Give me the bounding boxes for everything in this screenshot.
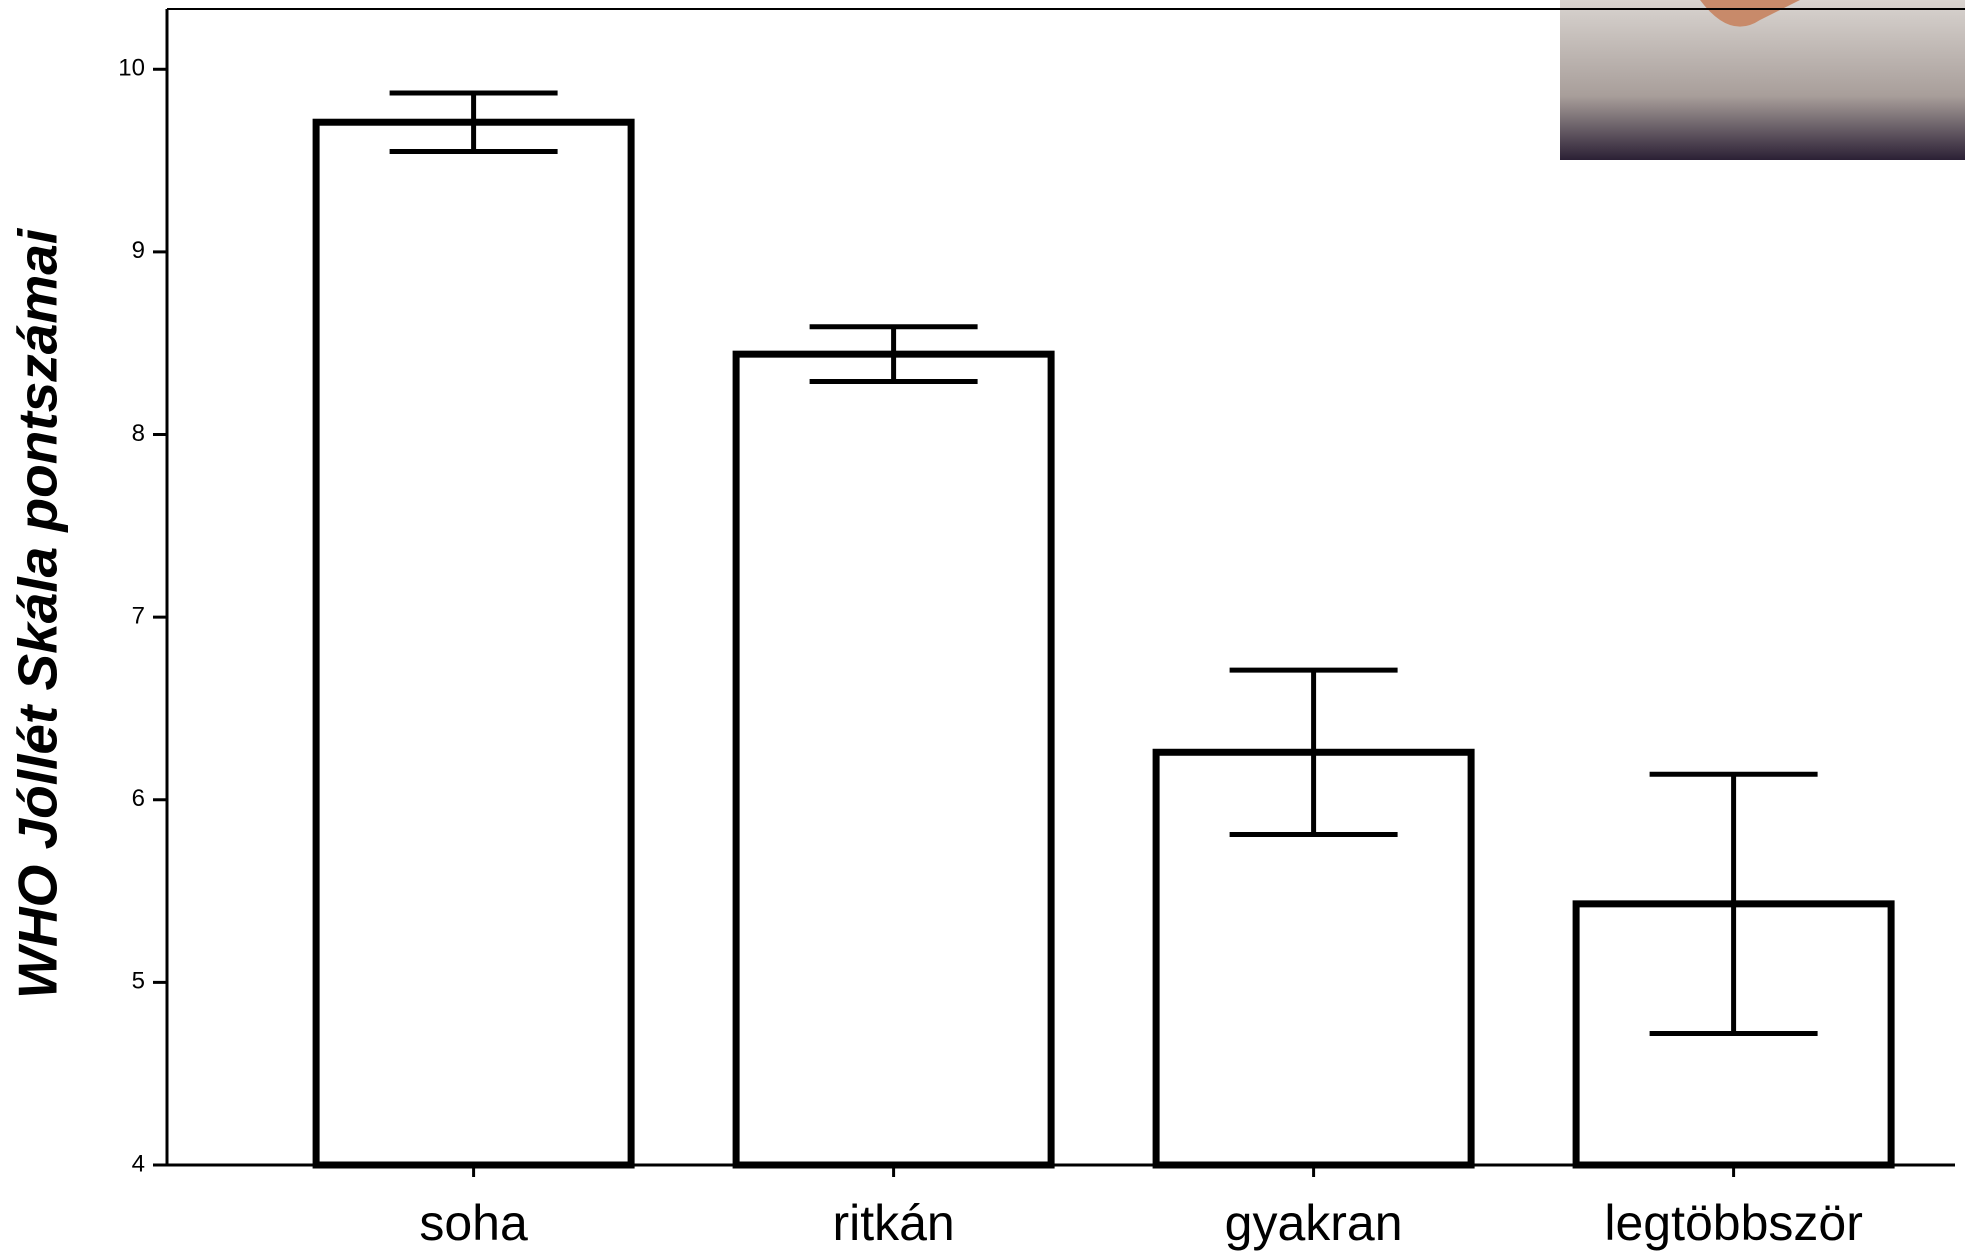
x-tick-label: gyakran — [1225, 1195, 1403, 1251]
bar — [732, 350, 1055, 1169]
y-tick-label: 6 — [132, 785, 145, 812]
x-tick-label: soha — [419, 1195, 528, 1251]
y-axis-title: WHO Jóllét Skála pontszámai — [7, 227, 69, 999]
x-tick-label: ritkán — [832, 1195, 954, 1251]
x-tick-label: legtöbbször — [1604, 1195, 1863, 1251]
y-tick-label: 9 — [132, 237, 145, 264]
y-tick-label: 7 — [132, 602, 145, 629]
y-tick-label: 5 — [132, 968, 145, 995]
corner-photo — [1560, 0, 1965, 160]
photo-detail — [1700, 0, 1800, 27]
error-bar — [809, 324, 978, 385]
y-tick-label: 4 — [132, 1150, 145, 1177]
error-bar — [1229, 667, 1398, 837]
error-bar — [1649, 771, 1818, 1037]
y-tick-label: 10 — [118, 55, 145, 82]
y-tick-label: 8 — [132, 420, 145, 447]
error-bar — [389, 90, 558, 154]
bar — [312, 118, 635, 1169]
